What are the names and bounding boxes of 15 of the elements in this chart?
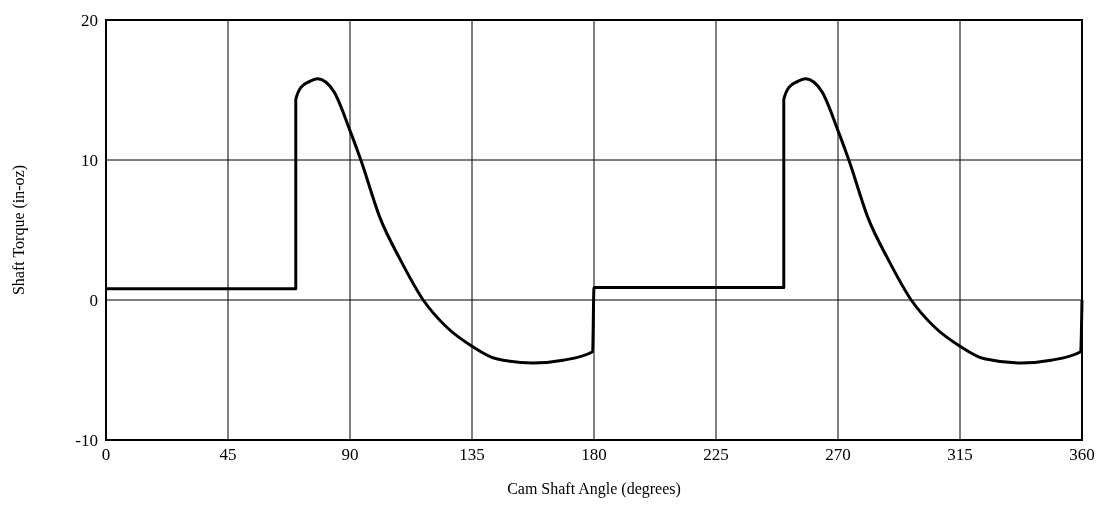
y-tick-label: -10 bbox=[75, 430, 98, 450]
x-tick-label: 135 bbox=[459, 445, 485, 464]
x-tick-label: 225 bbox=[703, 445, 729, 464]
x-tick-label: 0 bbox=[101, 445, 111, 464]
x-tick-label: 360 bbox=[1069, 445, 1095, 464]
y-axis-title: Shaft Torque (in-oz) bbox=[10, 164, 28, 296]
x-axis-title: Cam Shaft Angle (degrees) bbox=[507, 480, 681, 498]
x-tick-label: 45 bbox=[219, 445, 237, 464]
y-tick-label: 20 bbox=[81, 10, 98, 30]
y-tick-label: 0 bbox=[89, 290, 98, 310]
x-tick-label: 180 bbox=[581, 445, 607, 464]
x-tick-label: 90 bbox=[341, 445, 359, 464]
x-tick-label: 315 bbox=[947, 445, 973, 464]
x-tick-label: 270 bbox=[825, 445, 851, 464]
y-tick-label: 10 bbox=[81, 150, 98, 170]
